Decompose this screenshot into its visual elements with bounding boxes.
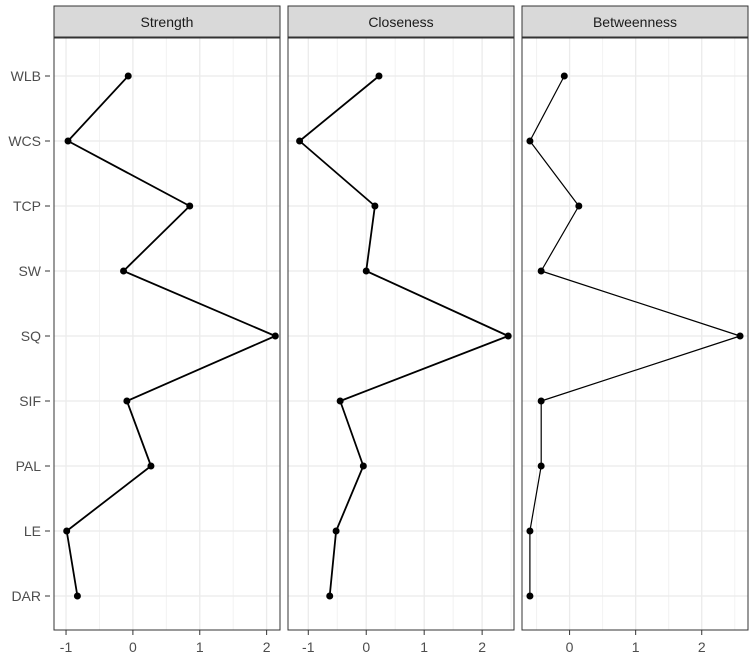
data-point [186,202,194,210]
data-point [560,72,568,80]
data-point [362,267,370,275]
y-tick-label: PAL [16,458,42,474]
data-point [504,332,512,340]
data-point [736,332,744,340]
x-tick-label: 0 [362,639,370,655]
panel-strip [287,5,515,38]
data-point [359,462,367,470]
panel-border [53,37,281,631]
x-tick-label: 2 [263,639,271,655]
data-point [64,137,72,145]
y-tick-label: TCP [13,198,41,214]
data-point [124,72,132,80]
x-tick-label: 0 [129,639,137,655]
panel-strip [521,5,749,38]
panel-border [287,37,515,631]
y-tick-label: SQ [21,328,41,344]
data-point [336,397,344,405]
x-tick-label: 2 [478,639,486,655]
data-point [375,72,383,80]
y-tick-label: DAR [11,588,41,604]
data-point [526,137,534,145]
data-point [296,137,304,145]
y-tick-label: SIF [19,393,41,409]
data-point [271,332,279,340]
y-tick-label: LE [24,523,41,539]
x-tick-label: -1 [60,639,73,655]
data-point [326,592,334,600]
x-tick-label: -1 [302,639,315,655]
data-point [537,462,545,470]
x-tick-label: 1 [632,639,640,655]
data-point [537,397,545,405]
data-point [371,202,379,210]
panel-strip [53,5,281,38]
data-point [575,202,583,210]
data-point [120,267,128,275]
data-point [63,527,71,535]
data-point [123,397,131,405]
data-point [73,592,81,600]
panel-title: Strength [141,14,194,30]
panel-border [521,37,749,631]
data-point [526,527,534,535]
x-tick-label: 0 [566,639,574,655]
y-tick-label: SW [18,263,41,279]
x-tick-label: 1 [420,639,428,655]
data-point [332,527,340,535]
data-point [537,267,545,275]
data-point [147,462,155,470]
panel-title: Closeness [368,14,433,30]
x-tick-label: 2 [698,639,706,655]
x-tick-label: 1 [196,639,204,655]
y-tick-label: WLB [11,68,41,84]
y-tick-label: WCS [8,133,41,149]
panel-title: Betweenness [593,14,677,30]
data-point [526,592,534,600]
